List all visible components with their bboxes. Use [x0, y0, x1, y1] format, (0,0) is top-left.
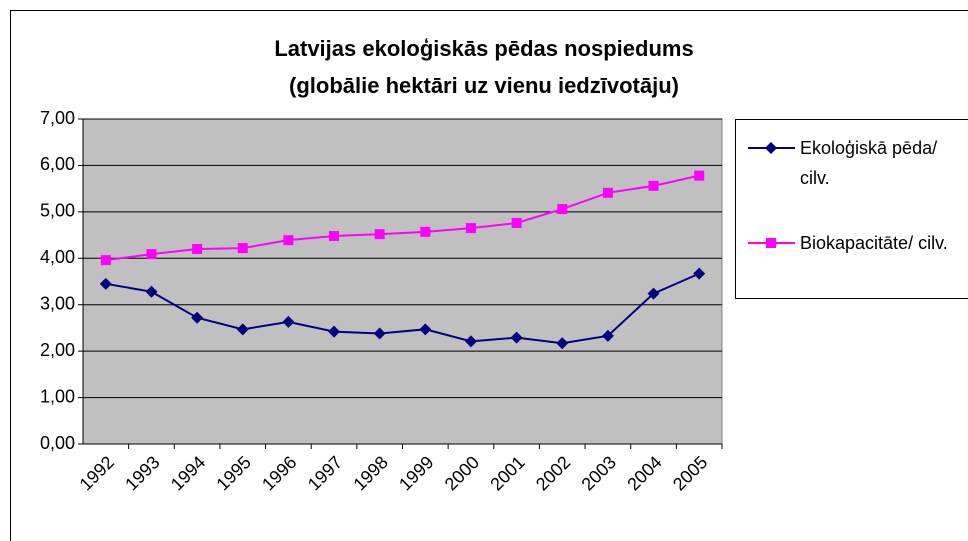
data-point	[237, 243, 248, 254]
data-point	[694, 170, 705, 181]
y-tick-label: 0,00	[40, 433, 75, 453]
data-point	[648, 180, 659, 191]
data-point	[464, 335, 477, 348]
data-point	[374, 229, 385, 240]
data-point	[511, 218, 522, 228]
data-point	[146, 249, 157, 260]
chart-title: Latvijas ekoloģiskās pēdas nospiedums	[274, 36, 693, 61]
data-point	[328, 325, 341, 338]
y-tick-label: 2,00	[40, 340, 75, 360]
legend-label: Ekoloģiskā pēda/ cilv.	[800, 138, 938, 188]
legend-label: Biokapacitāte/ cilv.	[800, 233, 948, 253]
data-point	[557, 204, 568, 215]
series-line	[105, 174, 700, 262]
data-point	[601, 329, 614, 342]
legend-marker	[766, 238, 776, 248]
data-point	[236, 323, 249, 336]
series-line	[105, 272, 700, 345]
data-point	[693, 267, 706, 280]
data-point	[420, 226, 431, 237]
y-tick-label: 4,00	[40, 247, 75, 267]
data-point	[465, 223, 476, 234]
y-tick-label: 6,00	[40, 154, 75, 174]
data-point	[373, 327, 386, 340]
data-point	[510, 331, 523, 344]
data-point	[192, 244, 203, 254]
data-point	[100, 255, 111, 266]
plot-area	[82, 118, 723, 445]
data-point	[283, 235, 294, 246]
y-tick-label: 1,00	[40, 386, 75, 406]
data-point	[191, 311, 204, 324]
y-tick-label: 7,00	[40, 108, 75, 128]
data-point	[419, 323, 432, 336]
data-point	[647, 287, 660, 300]
data-point	[282, 315, 295, 328]
data-point	[556, 337, 569, 350]
chart-subtitle: (globālie hektāri uz vienu iedzīvotāju)	[289, 73, 679, 98]
data-point	[329, 231, 340, 241]
legend-marker	[765, 142, 777, 154]
data-point	[145, 285, 158, 298]
data-point	[602, 187, 613, 198]
y-tick-label: 3,00	[40, 293, 75, 313]
y-tick-label: 5,00	[40, 201, 75, 221]
data-point	[99, 277, 112, 290]
